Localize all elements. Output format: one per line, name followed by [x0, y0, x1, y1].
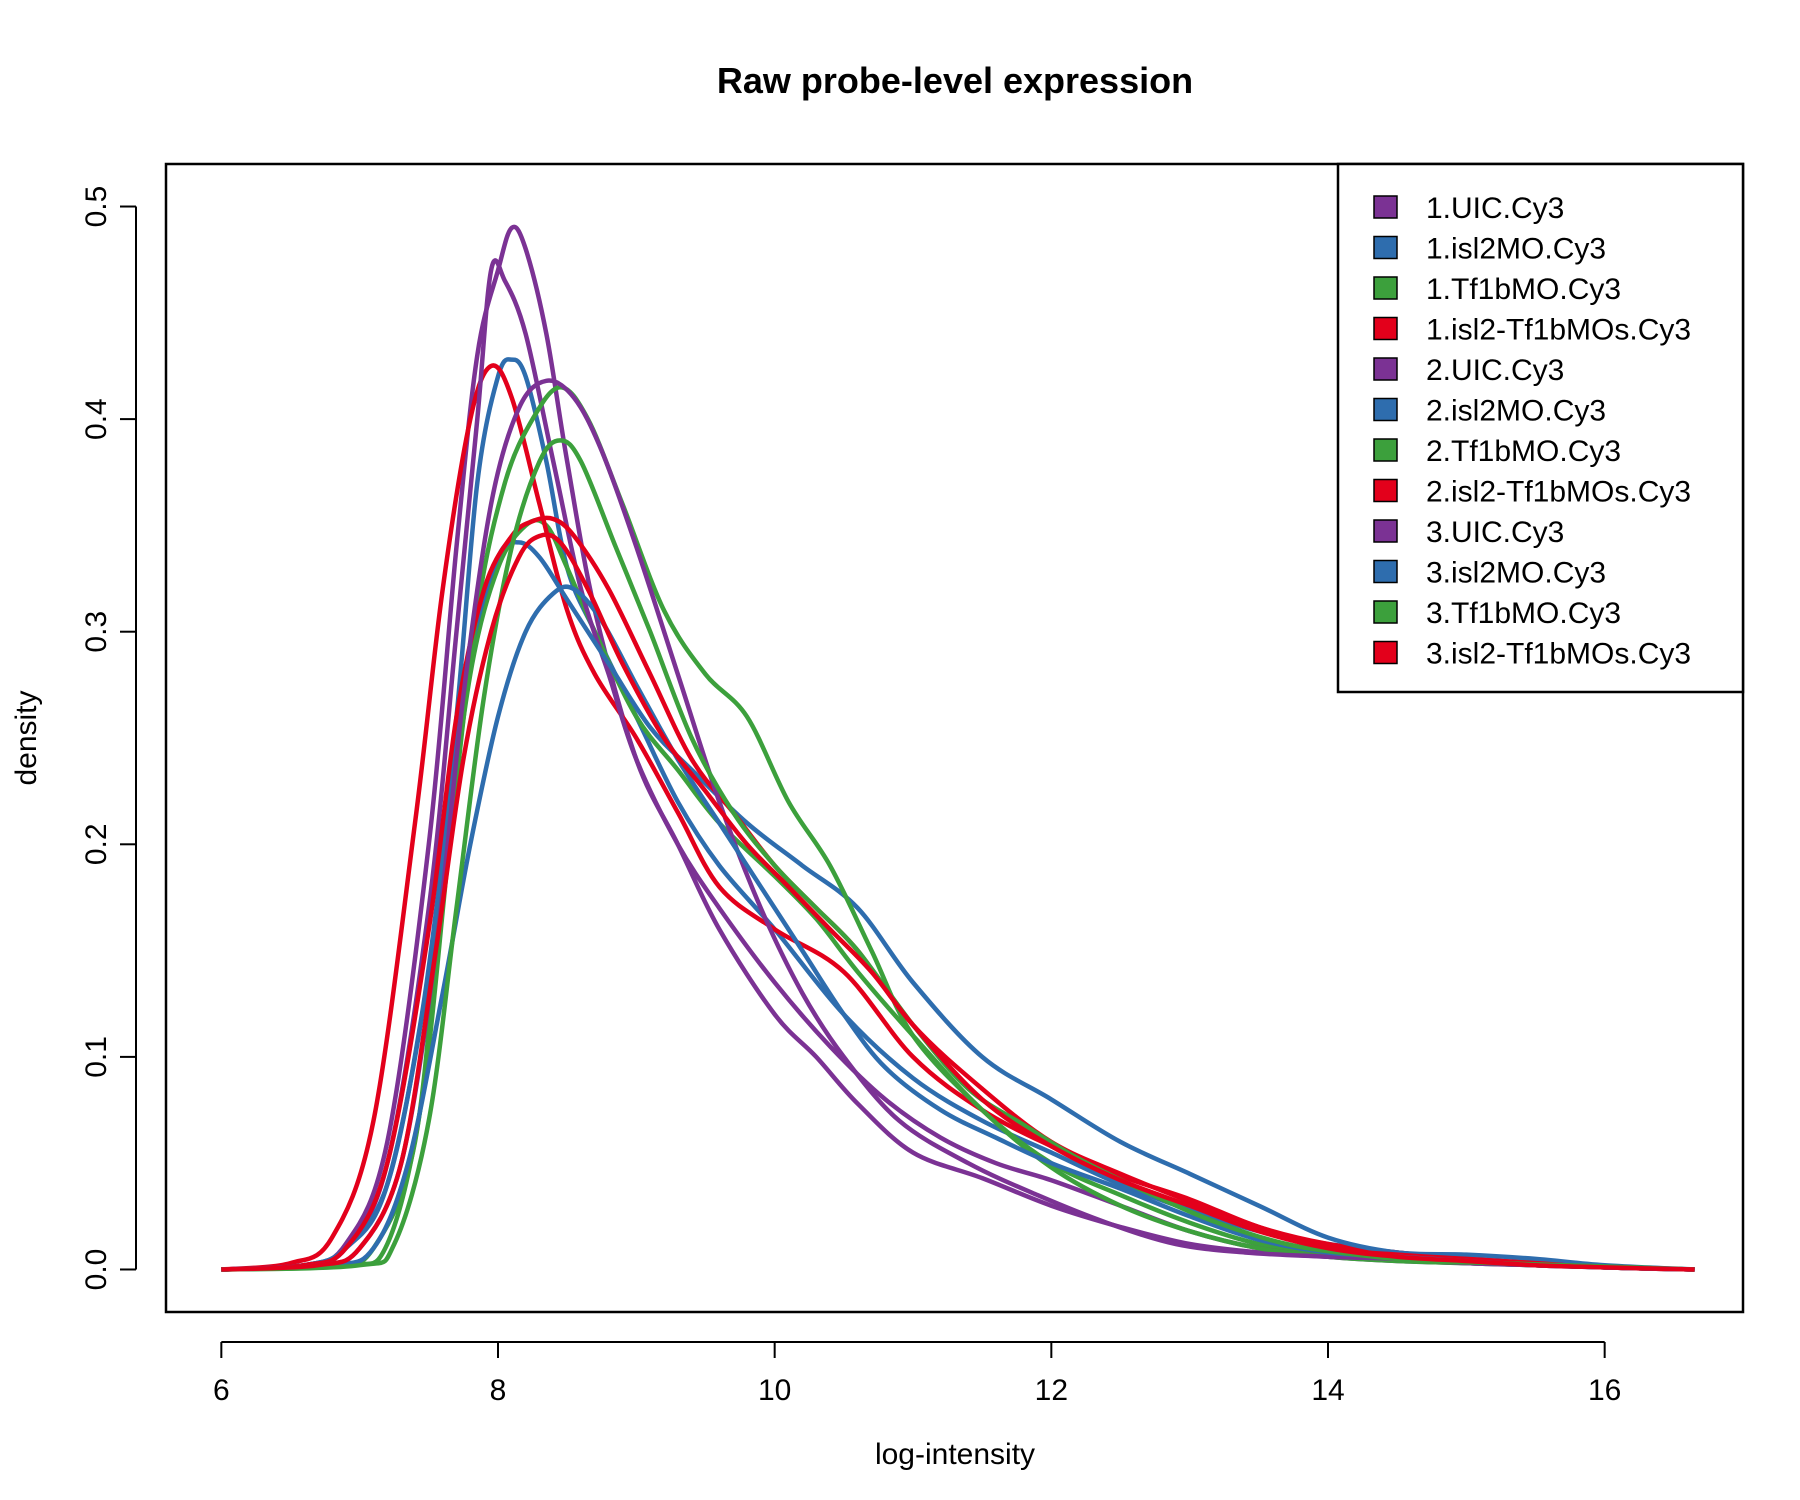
chart-title: Raw probe-level expression [717, 60, 1193, 101]
legend-label: 2.Tf1bMO.Cy3 [1426, 435, 1621, 468]
legend-label: 2.isl2MO.Cy3 [1426, 395, 1606, 428]
legend-swatch [1373, 519, 1398, 543]
y-tick-label: 0.0 [80, 1249, 113, 1291]
legend-swatch [1373, 195, 1398, 219]
x-axis-label: log-intensity [875, 1438, 1035, 1471]
legend-box [1336, 162, 1745, 694]
legend-swatch [1373, 438, 1398, 462]
x-tick-label: 8 [490, 1374, 507, 1407]
legend-swatch [1373, 397, 1398, 422]
y-axis-label: density [10, 690, 43, 785]
y-tick-label: 0.4 [80, 398, 113, 440]
legend-label: 3.isl2MO.Cy3 [1426, 557, 1606, 590]
legend-label: 1.Tf1bMO.Cy3 [1426, 273, 1621, 306]
legend-label: 2.UIC.Cy3 [1426, 354, 1564, 387]
series-line-11 [221, 438, 1695, 1272]
legend-swatch [1373, 235, 1398, 260]
series-line-12 [221, 532, 1695, 1272]
y-axis: 0.0 0.1 0.2 0.3 0.4 0.5 [80, 186, 137, 1291]
x-axis: 6 8 10 12 14 16 [213, 1341, 1621, 1407]
legend-items: 1.UIC.Cy3 1.isl2MO.Cy3 1.Tf1bMO.Cy3 1.isl2-… [1373, 192, 1691, 671]
density-curves [221, 224, 1695, 1272]
series-line-4 [221, 363, 1695, 1272]
legend: 1.UIC.Cy3 1.isl2MO.Cy3 1.Tf1bMO.Cy3 1.isl2-… [1336, 162, 1745, 694]
legend-label: 3.UIC.Cy3 [1426, 516, 1564, 549]
legend-swatch [1373, 600, 1398, 624]
legend-swatch [1373, 316, 1398, 341]
x-tick-label: 6 [213, 1374, 230, 1407]
y-tick-label: 0.3 [80, 611, 113, 653]
legend-swatch [1373, 640, 1398, 665]
legend-label: 1.isl2-Tf1bMOs.Cy3 [1426, 314, 1691, 347]
legend-swatch [1373, 559, 1398, 584]
x-tick-label: 14 [1311, 1374, 1344, 1407]
y-tick-label: 0.5 [80, 186, 113, 228]
legend-swatch [1373, 276, 1398, 300]
plot-frame [164, 162, 1745, 1314]
legend-label: 1.UIC.Cy3 [1426, 192, 1564, 225]
legend-swatch [1373, 357, 1398, 381]
x-tick-label: 16 [1588, 1374, 1621, 1407]
y-tick-label: 0.2 [80, 823, 113, 865]
legend-label: 2.isl2-Tf1bMOs.Cy3 [1426, 476, 1691, 509]
legend-label: 3.isl2-Tf1bMOs.Cy3 [1426, 638, 1691, 671]
legend-label: 3.Tf1bMO.Cy3 [1426, 597, 1621, 630]
x-tick-label: 12 [1035, 1374, 1068, 1407]
legend-label: 1.isl2MO.Cy3 [1426, 233, 1606, 266]
x-tick-label: 10 [758, 1374, 791, 1407]
legend-swatch [1373, 478, 1398, 503]
y-tick-label: 0.1 [80, 1036, 113, 1078]
